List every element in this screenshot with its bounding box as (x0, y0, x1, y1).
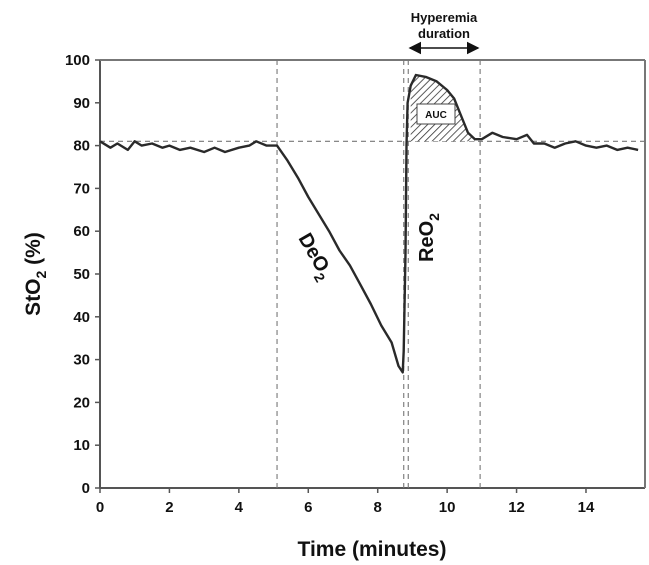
x-tick-label-2: 4 (235, 499, 244, 516)
plot-frame (99, 59, 646, 489)
y-tick-label-10: 100 (65, 52, 90, 69)
x-tick-label-1: 2 (165, 499, 173, 516)
y-tick-label-7: 70 (73, 180, 90, 197)
x-tick-label-0: 0 (96, 499, 104, 516)
x-tick-label-7: 14 (578, 499, 595, 516)
y-tick-label-2: 20 (73, 394, 90, 411)
y-tick-label-8: 80 (73, 138, 90, 155)
x-ticks: 0 2 4 6 8 10 12 14 (96, 488, 595, 516)
auc-callout: AUC (416, 103, 456, 125)
x-tick-label-3: 6 (304, 499, 312, 516)
x-tick-label-4: 8 (374, 499, 382, 516)
reference-lines (100, 60, 645, 488)
series-line-sto2 (99, 73, 639, 374)
y-tick-label-9: 90 (73, 95, 90, 112)
y-tick-label-4: 40 (73, 309, 90, 326)
reo2-label: ReO2 (416, 213, 442, 262)
y-tick-label-5: 50 (73, 266, 90, 283)
y-ticks: 0 10 20 30 40 50 60 70 80 90 100 (65, 52, 100, 497)
auc-label-box (416, 103, 456, 125)
y-tick-label-6: 60 (73, 223, 90, 240)
y-axis-title: StO2 (%) (22, 232, 49, 316)
hyperemia-duration-callout: Hyperemia duration (408, 10, 480, 55)
x-axis-title: Time (minutes) (298, 538, 447, 561)
y-tick-label-0: 0 (82, 480, 90, 497)
x-tick-label-5: 10 (439, 499, 456, 516)
y-tick-label-3: 30 (73, 352, 90, 369)
y-tick-label-1: 10 (73, 437, 90, 454)
auc-label: AUC (425, 110, 447, 121)
deo2-label: DeO2 (290, 230, 337, 286)
hyperemia-label-line2: duration (418, 26, 470, 41)
hyperemia-label-line1: Hyperemia (411, 10, 478, 25)
x-tick-label-6: 12 (508, 499, 525, 516)
